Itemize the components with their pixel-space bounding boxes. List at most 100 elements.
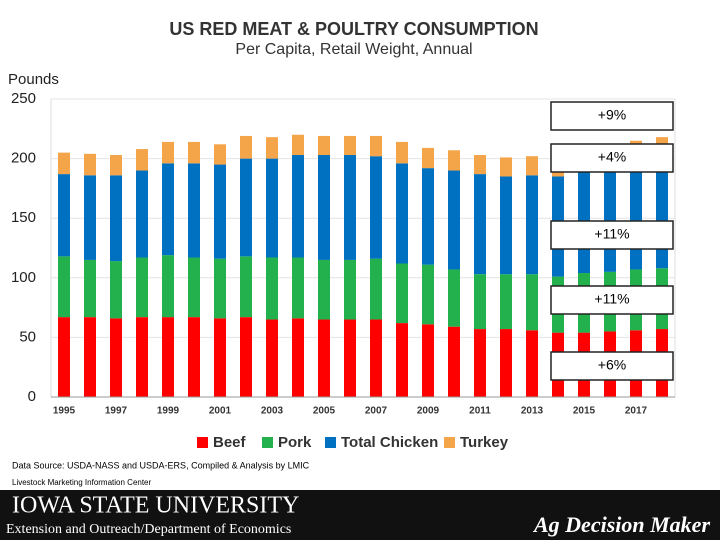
- bar-segment: [604, 162, 616, 272]
- bar-segment: [474, 274, 486, 330]
- bar-segment: [136, 317, 148, 397]
- bar-segment: [110, 155, 122, 176]
- y-axis-title: Pounds: [8, 71, 59, 88]
- bar-segment: [448, 150, 460, 171]
- x-tick-label: 2007: [365, 406, 388, 417]
- x-tick-label: 2003: [261, 406, 284, 417]
- annotation-box: [550, 143, 674, 173]
- source-note: Data Source: USDA-NASS and USDA-ERS, Com…: [12, 460, 310, 470]
- bar-segment: [240, 256, 252, 318]
- footer-band: [0, 490, 720, 540]
- bar-segment: [84, 153, 96, 176]
- bar-segment: [526, 156, 538, 176]
- bar-segment: [370, 258, 382, 320]
- bar-segment: [318, 319, 330, 397]
- bar-segment: [136, 149, 148, 171]
- bar-segment: [266, 158, 278, 258]
- bar-segment: [292, 155, 304, 258]
- x-tick-label: 1995: [53, 406, 76, 417]
- bar-segment: [214, 144, 226, 165]
- bar-segment: [84, 175, 96, 260]
- bar-segment: [396, 263, 408, 324]
- bar-segment: [526, 330, 538, 397]
- bar-segment: [188, 257, 200, 318]
- chart-title: US RED MEAT & POULTRY CONSUMPTION: [169, 19, 538, 39]
- bar-segment: [162, 141, 174, 164]
- bar-segment: [500, 176, 512, 275]
- bar-segment: [370, 156, 382, 259]
- bar-segment: [58, 256, 70, 318]
- bar-segment: [344, 135, 356, 156]
- annotation-text: +11%: [594, 226, 629, 242]
- y-tick-label: 200: [11, 150, 36, 167]
- bar-segment: [214, 164, 226, 259]
- bar-segment: [630, 158, 642, 270]
- x-tick-label: 2001: [209, 406, 232, 417]
- bar-segment: [266, 257, 278, 320]
- bar-segment: [318, 135, 330, 156]
- bar-segment: [500, 157, 512, 177]
- annotation-box: [550, 285, 674, 315]
- chart-subtitle: Per Capita, Retail Weight, Annual: [235, 41, 472, 58]
- annotation-text: +9%: [598, 107, 626, 123]
- bar-segment: [266, 137, 278, 159]
- legend-swatch: [444, 437, 455, 448]
- x-tick-label: 2011: [469, 406, 491, 417]
- bar-segment: [84, 317, 96, 397]
- bar-segment: [292, 257, 304, 319]
- bar-segment: [344, 319, 356, 397]
- bar-segment: [344, 259, 356, 320]
- bar-segment: [162, 255, 174, 318]
- bar-segment: [136, 170, 148, 258]
- bar-segment: [448, 326, 460, 397]
- annotation-box: [550, 101, 674, 131]
- y-tick-label: 250: [11, 90, 36, 107]
- bar-segment: [500, 329, 512, 397]
- bar-segment: [526, 175, 538, 275]
- x-tick-label: 2009: [417, 406, 440, 417]
- bar-segment: [474, 174, 486, 275]
- x-tick-label: 1997: [105, 406, 128, 417]
- legend-swatch: [197, 437, 208, 448]
- x-tick-label: 2015: [573, 406, 596, 417]
- bar-segment: [188, 163, 200, 258]
- y-tick-label: 150: [11, 209, 36, 226]
- x-tick-label: 2017: [625, 406, 648, 417]
- center-note: Livestock Marketing Information Center: [12, 478, 152, 487]
- legend-label: Turkey: [460, 434, 509, 451]
- bar-segment: [110, 261, 122, 319]
- bar-segment: [448, 170, 460, 270]
- annotation-text: +11%: [594, 291, 629, 307]
- x-tick-label: 1999: [157, 406, 180, 417]
- y-tick-label: 50: [19, 328, 36, 345]
- bar-segment: [500, 274, 512, 330]
- bar-segment: [214, 318, 226, 397]
- bar-segment: [422, 264, 434, 325]
- bar-segment: [188, 317, 200, 397]
- bar-segment: [292, 134, 304, 156]
- y-tick-label: 100: [11, 269, 36, 286]
- legend-label: Beef: [213, 434, 247, 451]
- annotation-text: +4%: [598, 149, 626, 165]
- bar-segment: [318, 259, 330, 320]
- bar-segment: [58, 317, 70, 397]
- bar-segment: [422, 324, 434, 397]
- university-name: IOWA STATE UNIVERSITY: [12, 493, 299, 519]
- y-tick-label: 0: [28, 388, 36, 405]
- bar-segment: [578, 165, 590, 274]
- bar-segment: [240, 317, 252, 397]
- bar-segment: [214, 258, 226, 319]
- bar-segment: [188, 141, 200, 164]
- bar-segment: [448, 269, 460, 327]
- bar-segment: [422, 147, 434, 169]
- bar-segment: [162, 317, 174, 397]
- bar-segment: [240, 158, 252, 257]
- bar-segment: [136, 257, 148, 318]
- bar-segment: [396, 141, 408, 164]
- annotation-box: [550, 220, 674, 250]
- bar-segment: [84, 259, 96, 318]
- legend-swatch: [262, 437, 273, 448]
- bar-segment: [240, 135, 252, 159]
- bar-segment: [474, 329, 486, 397]
